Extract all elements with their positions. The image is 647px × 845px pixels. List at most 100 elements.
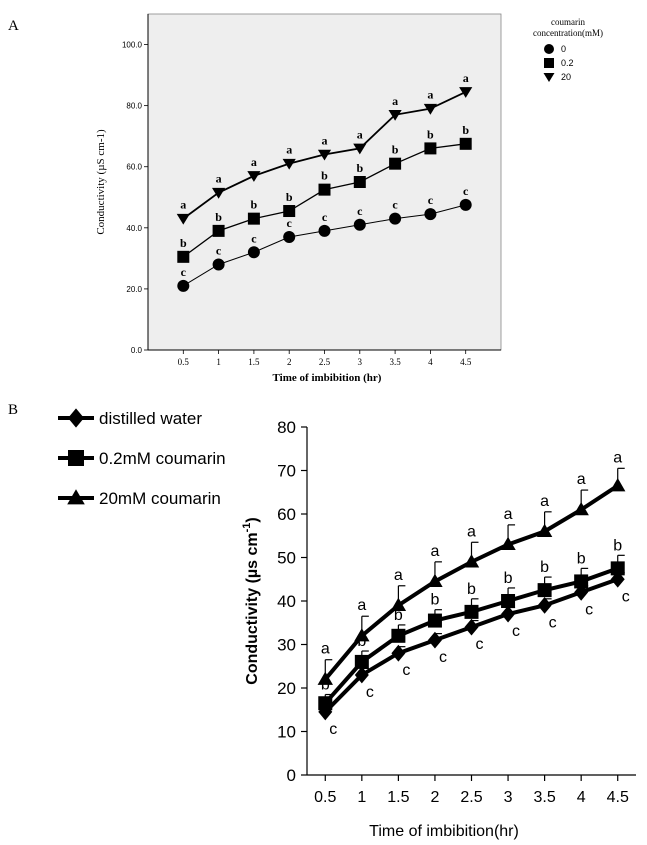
panel-a-significance-letter: b	[286, 190, 293, 204]
panel-b-significance-letter: a	[357, 597, 366, 614]
panel-b-data-point	[427, 613, 442, 628]
panel-b-y-tick-label: 50	[277, 549, 296, 568]
panel-b-series-2: a a a a a a a a a	[317, 449, 626, 685]
panel-b-x-axis-title: Time of imbibition(hr)	[369, 823, 519, 840]
panel-a-legend-label: 0.2	[561, 58, 574, 68]
panel-a-legend-label: 0	[561, 44, 566, 54]
panel-a-y-tick-label: 0.0	[131, 346, 143, 355]
panel-a-legend: coumarin concentration(mM) 0 0.2 20	[533, 17, 603, 82]
panel-a-x-tick-label: 4.5	[460, 357, 472, 367]
panel-b-significance-letter: a	[577, 471, 586, 488]
panel-a-label: A	[8, 18, 19, 34]
panel-b-significance-letter: b	[613, 537, 622, 554]
panel-b-data-point	[354, 654, 369, 669]
panel-a-significance-letter: c	[322, 210, 328, 224]
panel-a-significance-letter: a	[216, 172, 222, 186]
panel-b-x-tick-label: 1.5	[387, 789, 409, 806]
panel-b-legend-label: 20mM coumarin	[99, 489, 221, 508]
panel-a-significance-letter: c	[428, 193, 434, 207]
panel-b-legend-marker	[68, 450, 84, 466]
panel-a-significance-letter: c	[287, 216, 293, 230]
panel-a-data-point	[212, 258, 225, 271]
panel-b-data-point	[463, 554, 480, 568]
panel-b-y-axis-title-superscript: -1	[241, 523, 253, 533]
panel-a-series-1: b b b b b b b b b	[177, 123, 472, 263]
panel-a-data-point	[424, 208, 437, 221]
panel-b-data-point	[537, 583, 552, 598]
panel-a-legend-marker	[544, 44, 554, 54]
panel-a-data-point	[459, 87, 473, 98]
panel-a-x-tick-label: 3	[358, 357, 363, 367]
panel-b-significance-letter: c	[366, 684, 374, 701]
panel-b-significance-letter: c	[476, 636, 484, 653]
panel-b-y-tick-label: 30	[277, 636, 296, 655]
panel-a-legend-marker	[544, 58, 554, 68]
panel-b-significance-letter: b	[504, 570, 513, 587]
panel-a-y-tick-label: 20.0	[126, 285, 142, 294]
panel-a-legend-label: 20	[561, 72, 571, 82]
panel-b-legend-label: distilled water	[99, 409, 202, 428]
panel-b-y-tick-label: 0	[287, 766, 296, 785]
panel-b-data-point	[610, 478, 626, 492]
panel-b-significance-letter: b	[577, 550, 586, 567]
panel-b-data-point	[464, 604, 479, 619]
panel-a-x-tick-label: 0.5	[178, 357, 190, 367]
panel-a-significance-letter: c	[216, 243, 222, 257]
panel-a-data-point	[247, 171, 261, 182]
panel-a-significance-letter: c	[251, 231, 257, 245]
panel-a: A 0.0 20.0 40.0 60.0 80.0 100.0 0.5 1 1.5 2 2.5 3 3…	[8, 13, 603, 384]
panel-b-data-point	[574, 574, 589, 589]
panel-a-significance-letter: b	[462, 123, 469, 137]
panel-b-significance-letter: a	[321, 641, 330, 658]
panel-a-data-point	[177, 250, 190, 263]
panel-a-y-tick-label: 80.0	[126, 102, 142, 111]
panel-a-legend-marker	[543, 73, 555, 82]
panel-b-data-point	[501, 594, 516, 608]
panel-b: B distilled water 0.2mM coumarin 20mM coum…	[8, 402, 636, 840]
panel-b-significance-letter: a	[467, 523, 476, 540]
panel-b-significance-letter: c	[585, 601, 593, 618]
panel-a-x-axis-title: Time of imbibition (hr)	[273, 372, 382, 384]
panel-b-x-tick-label: 4	[577, 789, 586, 806]
panel-a-data-point	[353, 143, 367, 155]
panel-a-significance-letter: a	[392, 94, 398, 108]
panel-a-data-point	[212, 187, 226, 199]
panel-a-significance-letter: a	[180, 198, 186, 212]
panel-a-data-point	[389, 212, 402, 225]
panel-a-significance-letter: b	[215, 210, 222, 224]
panel-b-data-point	[427, 573, 443, 588]
panel-a-data-point	[318, 224, 331, 237]
panel-b-data-point	[391, 644, 406, 662]
panel-a-y-tick-label: 40.0	[126, 224, 142, 233]
panel-a-significance-letter: c	[392, 198, 398, 212]
panel-a-significance-letter: c	[463, 184, 469, 198]
panel-a-data-point	[283, 205, 296, 218]
panel-a-data-point	[423, 103, 437, 115]
panel-a-significance-letter: b	[251, 198, 258, 212]
panel-b-data-point	[536, 523, 553, 537]
panel-a-data-point	[353, 218, 366, 231]
panel-b-significance-letter: c	[439, 649, 447, 666]
panel-a-data-point	[247, 212, 260, 225]
panel-b-significance-letter: b	[540, 559, 549, 576]
panel-a-data-point	[353, 176, 366, 188]
panel-b-significance-letter: c	[549, 614, 557, 631]
panel-a-legend-title-line-2: concentration(mM)	[533, 28, 603, 38]
panel-b-data-point	[390, 597, 407, 611]
panel-b-significance-letter: a	[504, 506, 513, 523]
panel-b-x-tick-label: 2	[430, 789, 439, 806]
panel-b-significance-letter: b	[467, 581, 476, 598]
panel-b-significance-letter: b	[430, 592, 439, 609]
panel-a-data-point	[424, 142, 437, 155]
panel-b-significance-letter: b	[394, 607, 403, 624]
panel-b-data-point	[573, 501, 589, 516]
panel-a-x-tick-label: 1.5	[248, 357, 260, 367]
panel-b-x-tick-label: 2.5	[460, 789, 482, 806]
panel-a-data-point	[247, 246, 260, 259]
panel-a-significance-letter: b	[321, 169, 328, 183]
panel-a-data-point	[389, 157, 402, 170]
panel-a-significance-letter: a	[286, 143, 292, 157]
panel-a-significance-letter: a	[357, 127, 363, 141]
panel-b-significance-letter: a	[394, 567, 403, 584]
